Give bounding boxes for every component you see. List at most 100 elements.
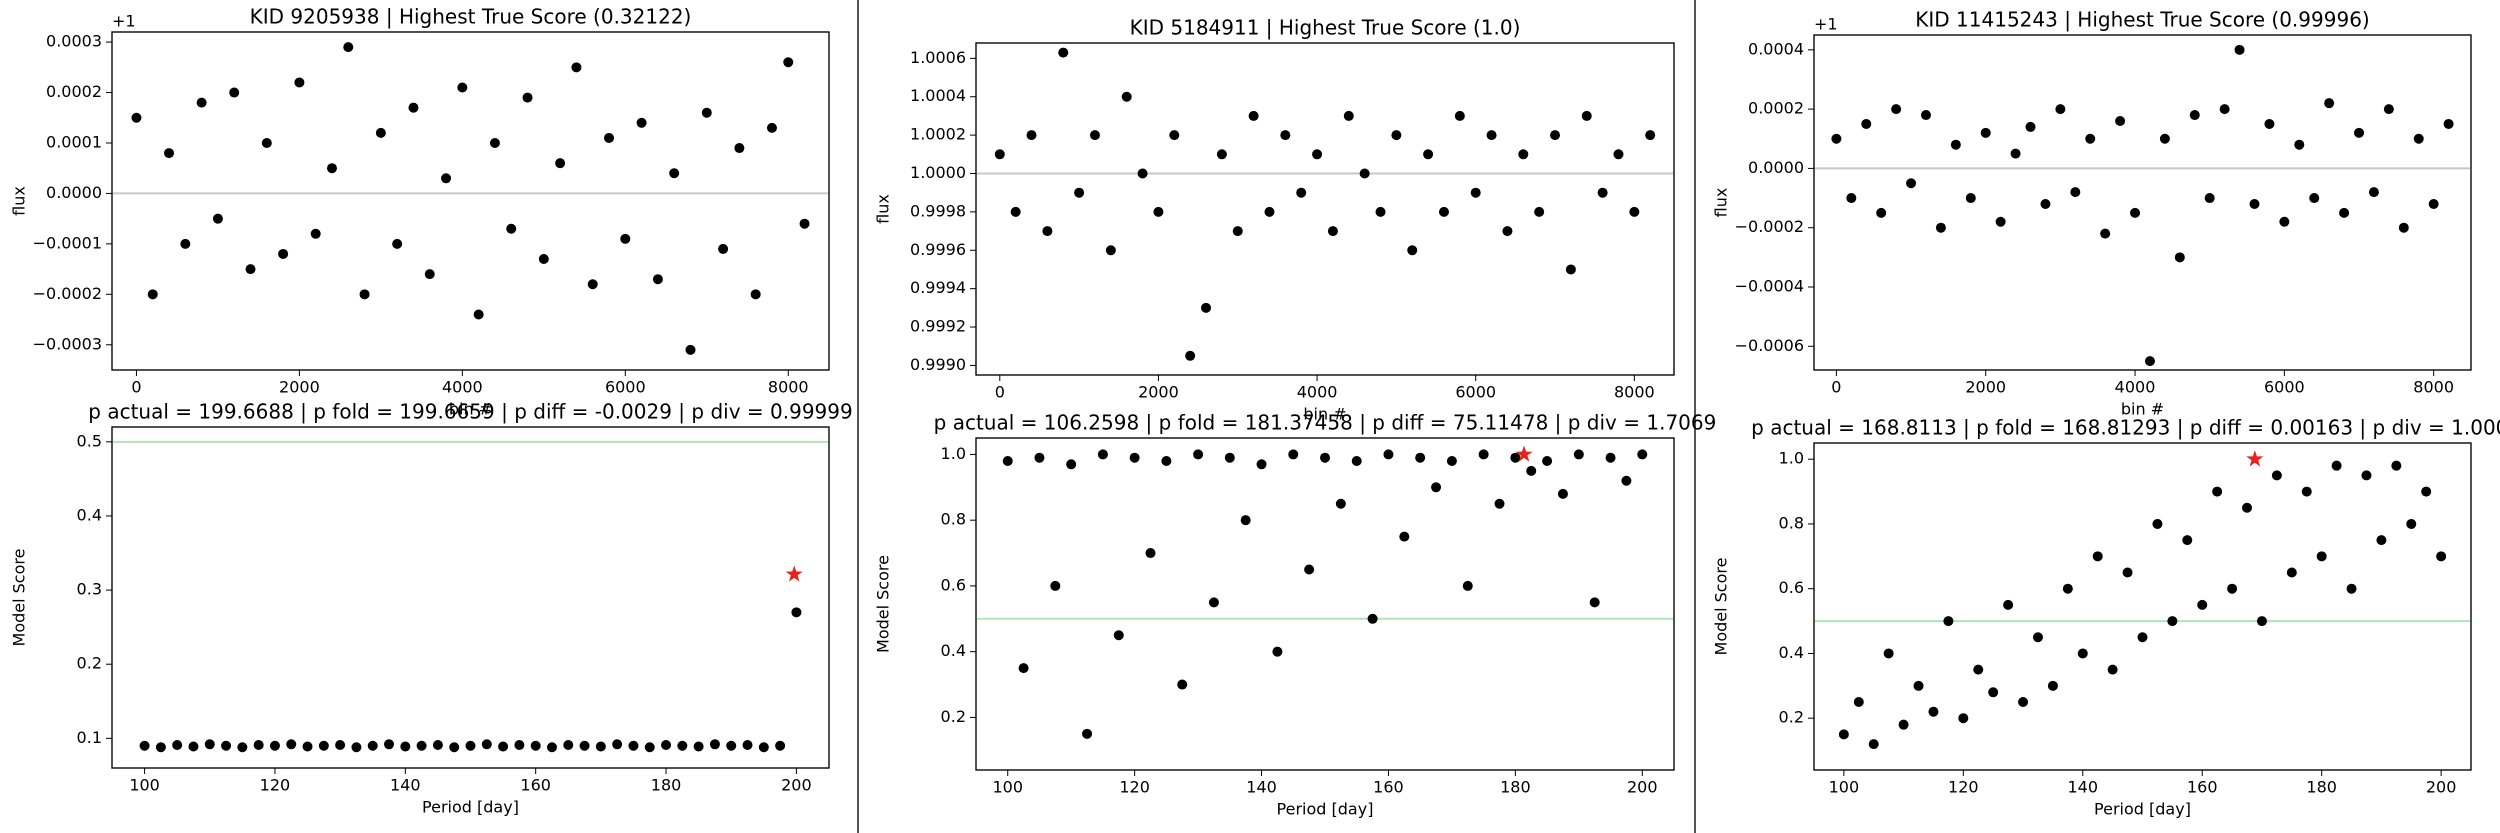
data-point [1935,222,1946,233]
data-point [1312,149,1323,160]
data-point [2174,252,2185,263]
y-axis-label: flux [10,186,29,216]
x-tick-label: 6000 [1455,383,1496,402]
data-point [571,62,582,73]
data-point [1383,449,1394,460]
x-tick-label: 160 [1373,778,1404,797]
y-tick-label: 0.0000 [1748,158,1804,177]
data-point [791,607,802,618]
x-tick-label: 8000 [2413,378,2454,397]
data-point [2264,118,2275,129]
data-point [2070,187,2081,198]
y-tick-label: 0.8 [941,510,966,529]
data-point [693,741,704,752]
y-axis-label: flux [1712,188,1731,218]
data-point [375,127,386,138]
data-point [1557,488,1568,499]
data-point [2137,632,2148,643]
data-point [1224,452,1235,463]
data-point [1478,449,1489,460]
data-point [131,112,142,123]
data-point [1838,729,1849,740]
data-point [2436,551,2447,562]
data-point [416,740,427,751]
data-point [2256,616,2267,627]
x-tick-label: 140 [2067,778,2098,797]
data-point [253,740,264,751]
plot-area [975,437,1675,771]
data-point [172,740,183,751]
data-point [1988,687,1999,698]
data-point [2421,486,2432,497]
data-point [799,218,810,229]
data-point [2294,139,2305,150]
data-point [1629,206,1640,217]
axis-offset: +1 [112,12,136,31]
data-point [1861,118,1872,129]
data-point [1208,597,1219,608]
data-point [2032,632,2043,643]
plot-frame [975,437,1675,771]
x-axis-label: Period [day] [422,798,519,817]
data-point [579,740,590,751]
y-tick-label: −0.0004 [1735,276,1804,295]
x-tick-label: 8000 [1614,383,1655,402]
data-point [620,233,631,244]
y-tick-label: 0.0002 [46,82,102,101]
data-point [2219,104,2230,115]
data-point [2361,470,2372,481]
data-point [204,739,215,750]
data-point [2197,599,2208,610]
data-point [1002,456,1013,467]
data-point [1846,193,1857,204]
x-tick-label: 160 [520,776,551,795]
plot-frame [1813,34,2472,371]
data-point [2301,486,2312,497]
x-tick-label: 180 [1500,778,1531,797]
data-point [1831,133,1842,144]
best-marker [1515,445,1533,462]
x-axis-label: bin # [2121,400,2164,419]
data-point [555,158,566,169]
data-point [685,344,696,355]
data-point [1359,168,1370,179]
data-point [2383,104,2394,115]
y-tick-label: −0.0002 [1735,217,1804,236]
data-point [310,228,321,239]
data-point [506,223,517,234]
data-point [1542,456,1553,467]
chart-title: p actual = 168.8113 | p fold = 168.81293… [1751,416,2500,440]
data-point [1980,127,1991,138]
data-point [1240,515,1251,526]
data-point [2189,110,2200,121]
y-tick-label: 1.0000 [910,163,966,182]
data-point [188,741,199,752]
y-tick-label: 0.4 [941,641,966,660]
data-point [775,740,786,751]
data-point [652,274,663,285]
data-point [1335,498,1346,509]
x-axis-label: bin # [449,400,492,419]
y-axis-label: Model Score [874,555,893,653]
y-tick-label: 0.2 [1779,708,1804,727]
y-tick-label: 0.9992 [910,317,966,336]
data-point [278,248,289,259]
y-tick-label: 0.4 [77,505,102,524]
data-point [1995,216,2006,227]
data-point [2391,460,2402,471]
data-point [538,254,549,265]
chart-title: p actual = 106.2598 | p fold = 181.37458… [934,411,1717,435]
data-point [2368,187,2379,198]
data-point [2212,486,2223,497]
data-point [2279,216,2290,227]
data-point [2100,228,2111,239]
data-point [196,97,207,108]
data-point [2413,133,2424,144]
data-point [1089,130,1100,141]
chart-title: KID 5184911 | Highest True Score (1.0) [1130,16,1521,40]
data-point [1121,91,1132,102]
x-tick-label: 180 [2306,778,2337,797]
y-tick-label: 0.0002 [1748,99,1804,118]
data-point [2182,535,2193,546]
y-tick-label: 0.0001 [46,132,102,151]
